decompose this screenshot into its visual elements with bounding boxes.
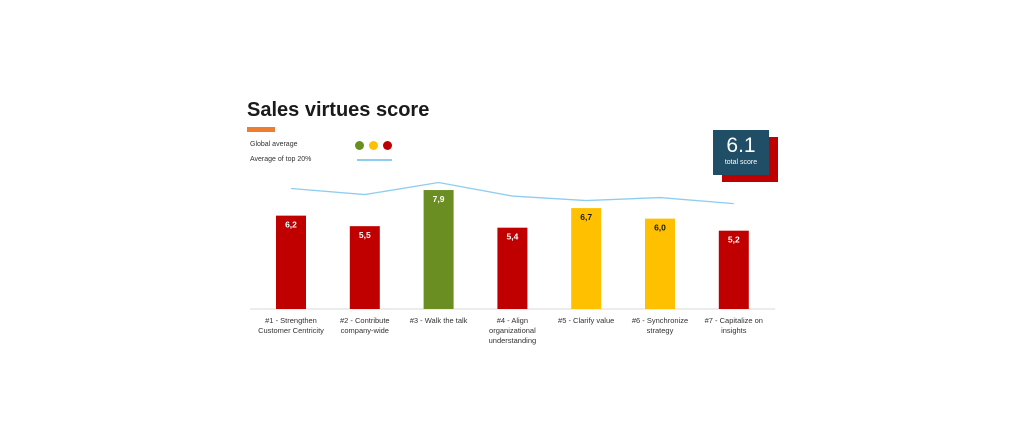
chart-title: Sales virtues score [247, 99, 430, 121]
bar-5 [571, 208, 602, 309]
category-label-4: organizational [489, 326, 536, 335]
bar-value-label-2: 5,5 [359, 230, 371, 240]
category-label-2: company-wide [341, 326, 389, 335]
category-label-5: #5 - Clarify value [558, 316, 614, 325]
legend-dot-red [383, 141, 392, 150]
bar-2 [349, 226, 380, 309]
bar-1 [276, 215, 306, 309]
legend-dot-green [355, 141, 364, 150]
legend-dot-yellow [369, 141, 378, 150]
category-label-7: #7 - Capitalize on [705, 316, 763, 325]
bar-value-label-5: 6,7 [580, 212, 592, 222]
bar-3 [423, 190, 454, 309]
title-accent-bar [247, 127, 275, 132]
total-score-value: 6.1 [726, 134, 756, 157]
bar-value-label-1: 6,2 [285, 220, 297, 230]
bar-6 [645, 218, 675, 309]
bar-value-label-7: 5,2 [728, 235, 740, 245]
category-label-6: strategy [647, 326, 674, 335]
category-label-1: #1 - Strengthen [265, 316, 317, 325]
legend-global-average-label: Global average [250, 141, 298, 148]
total-score-label: total score [724, 159, 758, 166]
category-label-7: insights [721, 326, 747, 335]
bar-value-label-3: 7,9 [433, 194, 445, 204]
category-label-1: Customer Centricity [258, 326, 324, 335]
top20-average-line [290, 181, 734, 205]
category-label-3: #3 - Walk the talk [410, 316, 468, 325]
legend-line-swatch [357, 159, 392, 161]
bar-7 [718, 230, 749, 309]
category-label-2: #2 - Contribute [340, 316, 390, 325]
total-score-box: 6.1 total score [713, 130, 769, 175]
category-label-6: #6 - Synchronize [632, 316, 688, 325]
bar-4 [497, 227, 528, 309]
bar-value-label-4: 5,4 [506, 232, 518, 242]
bar-value-label-6: 6,0 [654, 223, 666, 233]
legend-top20-label: Average of top 20% [250, 156, 312, 163]
category-label-4: #4 - Align [497, 316, 528, 325]
category-label-4: understanding [489, 336, 537, 345]
